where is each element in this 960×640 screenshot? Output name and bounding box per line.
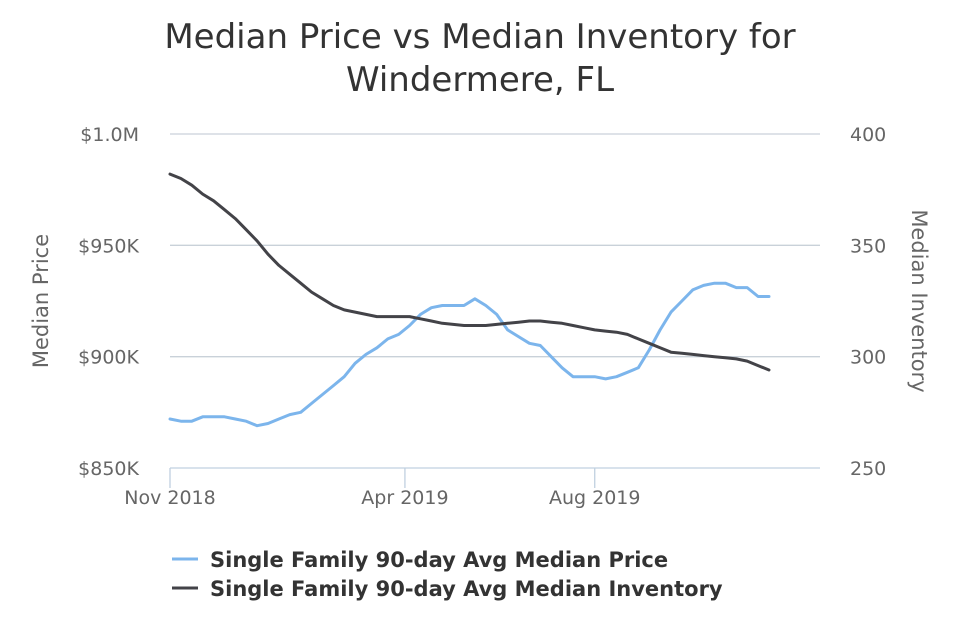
left-tick-label: $950K xyxy=(78,235,139,257)
chart-title-line-2: Windermere, FL xyxy=(346,60,614,100)
x-tick-label: Nov 2018 xyxy=(124,487,215,509)
x-tick-label: Apr 2019 xyxy=(361,487,448,509)
left-tick-labels: $1.0M $950K $900K $850K xyxy=(78,124,139,480)
legend-label-price: Single Family 90-day Avg Median Price xyxy=(210,548,668,572)
x-tick-labels: Nov 2018 Apr 2019 Aug 2019 xyxy=(124,487,640,509)
left-tick-label: $1.0M xyxy=(80,124,139,146)
x-tick-marks xyxy=(169,468,596,488)
left-tick-label: $900K xyxy=(78,347,139,369)
x-tick-label: Aug 2019 xyxy=(549,487,641,509)
right-tick-labels: 400 350 300 250 xyxy=(850,124,886,480)
legend-item-price[interactable]: Single Family 90-day Avg Median Price xyxy=(172,548,668,572)
right-tick-label: 250 xyxy=(850,458,886,480)
right-axis-title: Median Inventory xyxy=(907,209,931,392)
chart-title-line-1: Median Price vs Median Inventory for xyxy=(164,17,795,57)
right-tick-label: 350 xyxy=(850,235,886,257)
series-line-price xyxy=(168,281,771,428)
left-axis-title: Median Price xyxy=(29,234,53,368)
legend-item-inventory[interactable]: Single Family 90-day Avg Median Inventor… xyxy=(172,577,723,601)
right-tick-label: 300 xyxy=(850,347,886,369)
left-tick-label: $850K xyxy=(78,458,139,480)
series-line-inventory xyxy=(168,172,771,372)
legend-label-inventory: Single Family 90-day Avg Median Inventor… xyxy=(210,577,723,601)
right-tick-label: 400 xyxy=(850,124,886,146)
legend: Single Family 90-day Avg Median Price Si… xyxy=(172,548,723,601)
